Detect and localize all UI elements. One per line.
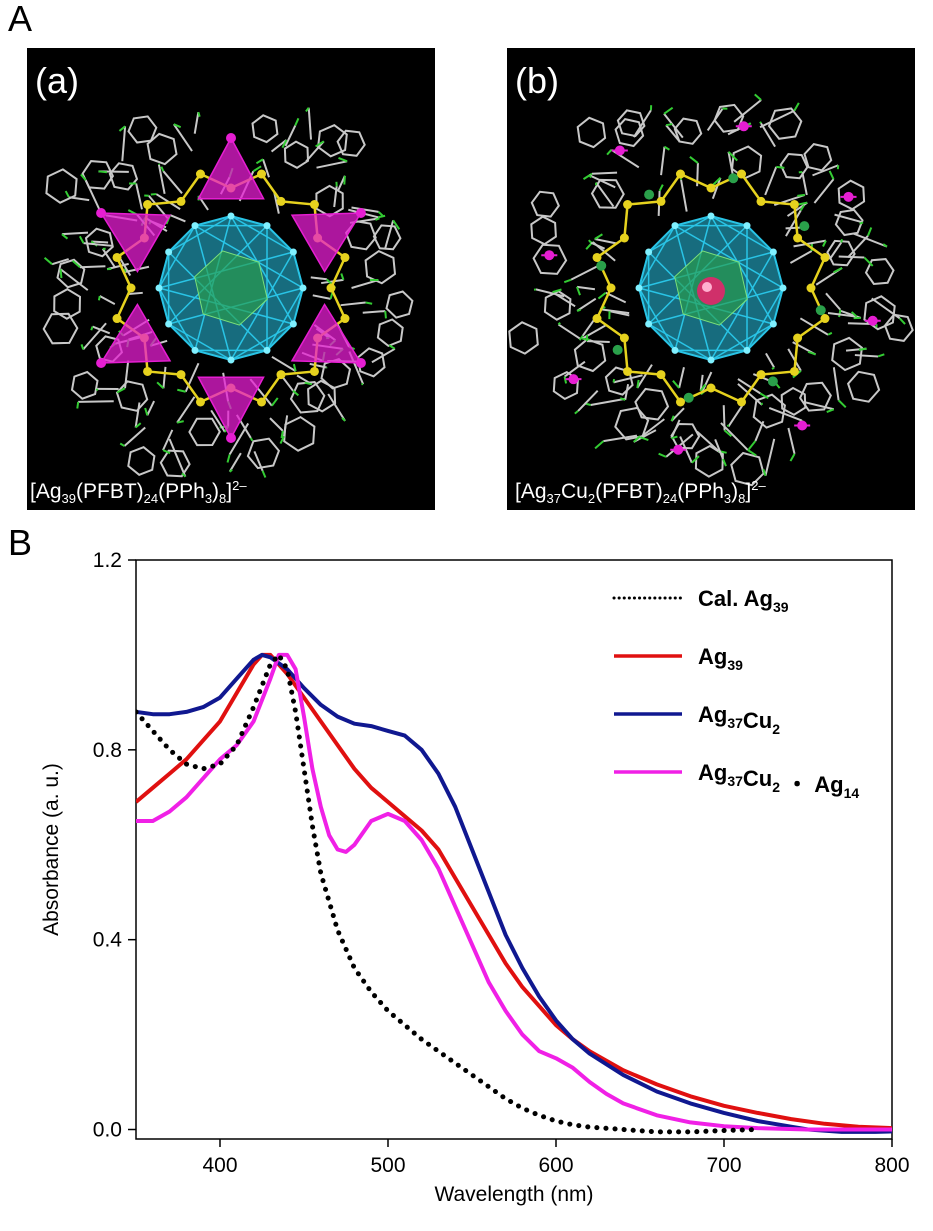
cluster-drawing-b: [508, 93, 914, 487]
y-tick-label: 0.0: [93, 1119, 122, 1142]
series-line-cal: [136, 652, 761, 1135]
series-line-ag37: [136, 652, 892, 1134]
panel-letter-b: B: [8, 522, 33, 563]
legend-label-ag37ag14: Ag37Cu2 ・ Ag14: [698, 760, 859, 801]
y-axis-label: Absorbance (a. u.): [40, 763, 63, 936]
series-line-ag39: [136, 652, 892, 1131]
legend-label-ag39: Ag39: [698, 644, 743, 673]
x-tick-label: 400: [202, 1154, 237, 1177]
legend-label-cal: Cal. Ag39: [698, 586, 789, 615]
x-tick-label: 700: [706, 1154, 741, 1177]
absorbance-chart: 400 500 600 700 800 0.0 0.4 0.8 1.2 Wavelength (n…: [40, 549, 910, 1206]
sulfur-network: [592, 169, 830, 407]
x-tick-label: 600: [538, 1154, 573, 1177]
x-axis-label: Wavelength (nm): [434, 1183, 593, 1206]
formula-ag37cu2: [Ag37Cu2(PFBT)24(PPh3)8]2–: [515, 478, 766, 507]
x-tick-label: 800: [874, 1154, 909, 1177]
y-tick-label: 0.8: [93, 739, 122, 762]
silver-core: [155, 212, 307, 364]
cluster-structure-ag37cu2: (b) [Ag37Cu2(PFBT)24(PPh3)8]2–: [507, 48, 915, 510]
structure-label-a: (a): [35, 60, 79, 101]
series-line-ag37ag14: [136, 652, 892, 1132]
copper-center: [697, 277, 725, 305]
y-tick-label: 1.2: [93, 549, 122, 572]
formula-ag39: [Ag39(PFBT)24(PPh3)8]2–: [30, 478, 247, 507]
cluster-drawing-a: [42, 107, 414, 478]
plot-frame: [135, 559, 893, 1140]
structure-label-b: (b): [515, 60, 559, 101]
silver-core: [635, 212, 787, 364]
phosphorus-atoms: [541, 121, 881, 455]
panel-letter-a: A: [8, 0, 33, 39]
cluster-structure-ag39: (a) [Ag39(PFBT)24(PPh3)8]2–: [27, 48, 435, 510]
x-tick-label: 500: [370, 1154, 405, 1177]
y-tick-label: 0.4: [93, 929, 123, 952]
legend-label-ag37: Ag37Cu2: [698, 702, 780, 737]
phosphorus-tetrahedra: [96, 133, 366, 443]
